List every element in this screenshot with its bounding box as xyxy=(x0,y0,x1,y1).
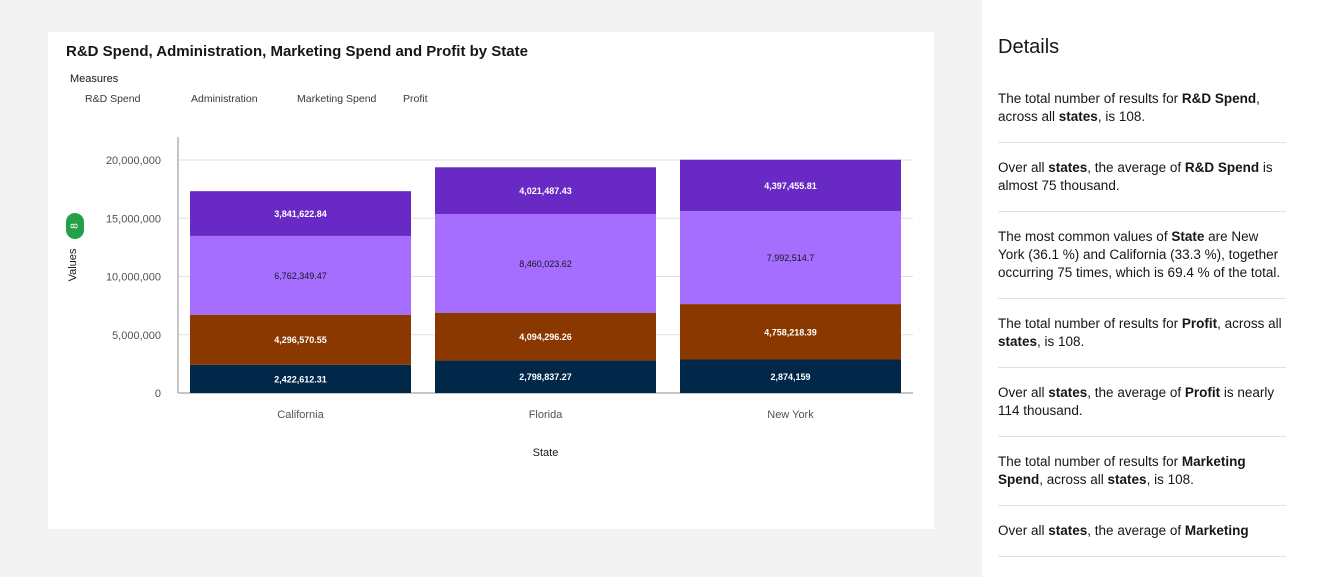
bar-segment[interactable] xyxy=(435,214,656,313)
bar-segment[interactable] xyxy=(190,235,411,315)
data-label: 4,758,218.39 xyxy=(764,327,817,337)
data-label: 8,460,023.62 xyxy=(519,259,572,269)
bar-chart: 0 5,000,000 10,000,000 15,000,000 20,000,000… xyxy=(66,137,913,459)
y-axis-title: Values xyxy=(67,248,79,281)
details-title: Details xyxy=(998,36,1060,58)
y-tick-label: 5,000,000 xyxy=(112,330,161,342)
y-tick-label: 0 xyxy=(155,388,161,400)
bar-segment[interactable] xyxy=(680,359,901,393)
bar-segment[interactable] xyxy=(190,364,411,393)
chart-card: R&D Spend, Administration, Marketing Spe… xyxy=(48,32,934,529)
data-label: 4,397,455.81 xyxy=(764,181,817,191)
legend-item-marketing-spend[interactable]: Marketing Spend xyxy=(297,93,377,105)
insight-item: The most common values of State are New … xyxy=(998,212,1286,299)
insight-item: The total number of results for Profit, … xyxy=(998,299,1286,368)
count-badge[interactable] xyxy=(66,213,84,239)
bar-segment[interactable] xyxy=(680,304,901,360)
data-label: 4,094,296.26 xyxy=(519,332,572,342)
bar-segment[interactable] xyxy=(190,191,411,236)
bar-segment[interactable] xyxy=(680,159,901,211)
data-label: 2,874,159 xyxy=(770,372,810,382)
data-label: 3,841,622.84 xyxy=(274,209,327,219)
data-label: 2,798,837.27 xyxy=(519,372,572,382)
data-label: 6,762,349.47 xyxy=(274,271,327,281)
details-panel: Details The total number of results for … xyxy=(982,0,1318,577)
legend-item-administration[interactable]: Administration xyxy=(191,93,258,105)
legend-title: Measures xyxy=(70,73,119,85)
bar-segment[interactable] xyxy=(190,314,411,365)
bar-segment[interactable] xyxy=(435,312,656,361)
x-tick-label: California xyxy=(277,409,324,421)
data-label: 2,422,612.31 xyxy=(274,374,327,384)
data-label: 4,296,570.55 xyxy=(274,335,327,345)
data-label: 4,021,487.43 xyxy=(519,186,572,196)
y-tick-label: 10,000,000 xyxy=(106,272,161,284)
bar-segment[interactable] xyxy=(435,360,656,393)
insight-item: Over all states, the average of Marketin… xyxy=(998,506,1286,557)
x-tick-label: New York xyxy=(767,409,814,421)
chart-title: R&D Spend, Administration, Marketing Spe… xyxy=(66,43,528,60)
y-tick-label: 20,000,000 xyxy=(106,155,161,167)
bar-segment[interactable] xyxy=(435,167,656,215)
insight-item: The total number of results for Marketin… xyxy=(998,437,1286,506)
bar-segment[interactable] xyxy=(680,210,901,305)
x-axis-title: State xyxy=(533,447,559,459)
legend-item-profit[interactable]: Profit xyxy=(403,93,428,105)
insight-item: The total number of results for R&D Spen… xyxy=(998,74,1286,143)
data-label: 7,992,514.7 xyxy=(767,253,815,263)
insight-item: Over all states, the average of R&D Spen… xyxy=(998,143,1286,212)
insight-item: Over all states, the average of Profit i… xyxy=(998,368,1286,437)
count-badge-label: 8 xyxy=(70,223,81,229)
insights-list: The total number of results for R&D Spen… xyxy=(998,74,1286,557)
x-tick-label: Florida xyxy=(529,409,564,421)
legend-item-rd-spend[interactable]: R&D Spend xyxy=(85,93,141,105)
y-tick-label: 15,000,000 xyxy=(106,213,161,225)
